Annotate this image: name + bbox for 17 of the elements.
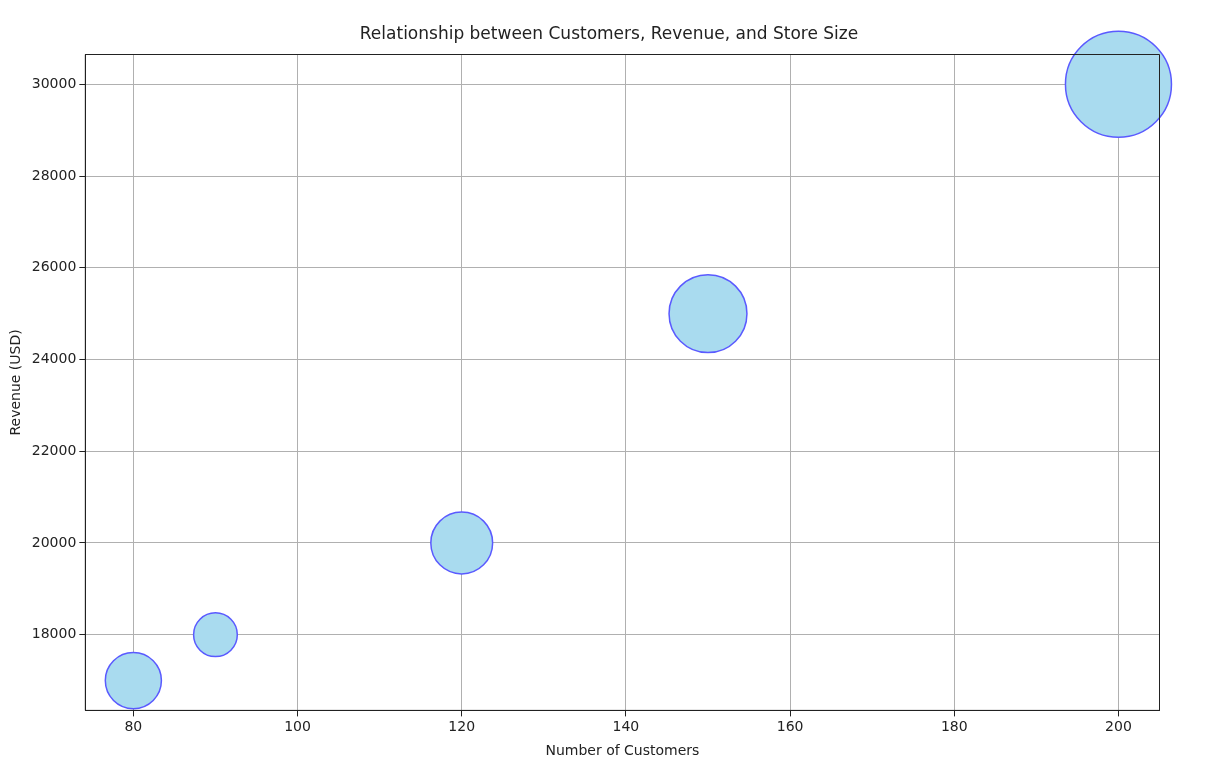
- y-tick-label: 22000: [31, 441, 77, 458]
- x-axis-title: Number of Customers: [545, 742, 700, 759]
- y-tick-label: 30000: [31, 74, 77, 91]
- x-tick-label: 200: [1105, 718, 1132, 735]
- chart-title: Relationship between Customers, Revenue, and Store Size: [359, 22, 859, 43]
- x-tick-label: 180: [940, 718, 968, 735]
- y-tick-label: 28000: [31, 166, 77, 183]
- x-tick-label: 160: [776, 718, 804, 735]
- y-tick-label: 20000: [31, 533, 77, 550]
- y-tick-label: 18000: [31, 625, 77, 642]
- x-tick-label: 80: [124, 718, 143, 735]
- y-tick-label: 26000: [31, 258, 77, 275]
- x-tick-label: 140: [612, 718, 640, 735]
- x-tick-label: 120: [448, 718, 476, 735]
- x-tick-label: 100: [284, 718, 311, 735]
- y-axis-title: Revenue (USD): [7, 329, 24, 436]
- y-tick-label: 24000: [31, 350, 77, 367]
